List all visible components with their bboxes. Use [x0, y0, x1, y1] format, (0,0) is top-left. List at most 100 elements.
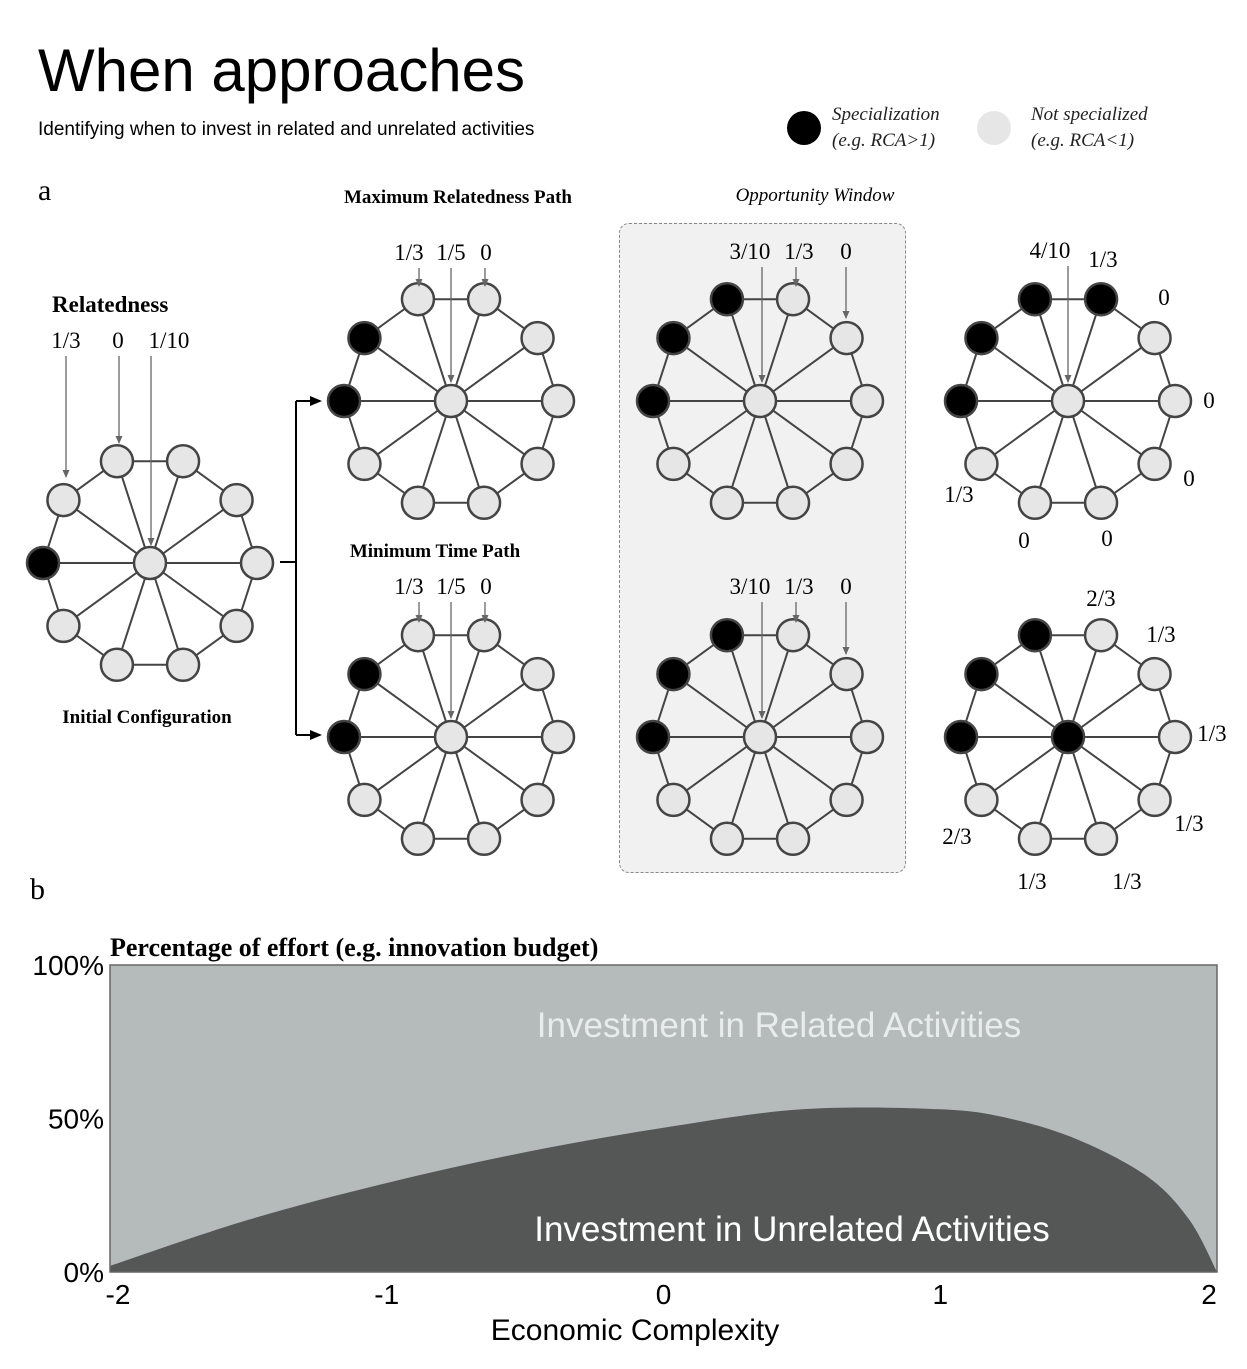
- network-spoke: [149, 562, 238, 627]
- activity-node: [1017, 617, 1053, 653]
- activity-node: [466, 821, 502, 857]
- network-spoke: [1067, 736, 1156, 801]
- network-spoke: [450, 673, 539, 738]
- x-tick-label: 2: [1201, 1279, 1217, 1310]
- max-path-step2-network: [635, 281, 885, 521]
- network-spoke: [1067, 298, 1103, 402]
- specialization-legend-label: Specialization: [832, 104, 940, 125]
- activity-node: [635, 383, 671, 419]
- relatedness-value: 0: [112, 328, 124, 353]
- max-path-step1-network: [326, 281, 576, 521]
- activity-node: [400, 485, 436, 521]
- activity-node: [520, 320, 555, 356]
- not-specialized-legend-label: Not specialized: [1031, 104, 1148, 125]
- network-spoke: [759, 736, 795, 840]
- relatedness-value: 1/3: [1088, 247, 1117, 272]
- chart-title: Percentage of effort (e.g. innovation bu…: [110, 933, 598, 962]
- network-spoke: [149, 460, 185, 564]
- activity-node: [540, 383, 576, 419]
- x-tick-label: -1: [374, 1279, 399, 1310]
- network-spoke: [759, 400, 848, 465]
- x-axis-label: Economic Complexity: [491, 1314, 779, 1347]
- unrelated-area: [110, 1107, 1217, 1272]
- network-spoke: [759, 634, 795, 738]
- activity-node: [1157, 383, 1193, 419]
- activity-node: [1017, 281, 1053, 317]
- activity-node: [165, 443, 201, 479]
- relatedness-value: 0: [1203, 388, 1215, 413]
- activity-node: [347, 446, 382, 482]
- activity-node: [775, 821, 811, 857]
- network-spoke: [450, 298, 486, 402]
- activity-node: [829, 320, 864, 356]
- activity-node: [520, 782, 555, 818]
- activity-node: [1083, 281, 1119, 317]
- activity-node: [466, 485, 502, 521]
- network-spoke: [725, 298, 761, 402]
- network-spoke: [149, 499, 238, 564]
- opportunity-window-label: Opportunity Window: [736, 185, 895, 206]
- network-spoke: [672, 673, 761, 738]
- activity-node: [943, 719, 979, 755]
- min-path-step2-network: [635, 617, 885, 857]
- activity-node: [99, 443, 135, 479]
- network-spoke: [672, 736, 761, 801]
- network-spoke: [759, 673, 848, 738]
- activity-node: [1083, 821, 1119, 857]
- network-spoke: [1033, 634, 1069, 738]
- activity-node: [964, 320, 999, 356]
- not-specialized-legend-sublabel: (e.g. RCA<1): [1031, 130, 1135, 151]
- activity-node: [165, 647, 201, 683]
- relatedness-value: 1/3: [1174, 811, 1203, 836]
- network-spoke: [1067, 736, 1103, 840]
- activity-node: [466, 281, 502, 317]
- relatedness-value: 0: [1183, 466, 1195, 491]
- activity-node: [1137, 446, 1172, 482]
- relatedness-value: 0: [840, 574, 852, 599]
- activity-node: [219, 608, 254, 644]
- activity-node: [326, 719, 362, 755]
- network-spoke: [363, 736, 452, 801]
- activity-node: [520, 446, 555, 482]
- center-activity-node: [1050, 719, 1086, 755]
- network-spoke: [980, 400, 1069, 465]
- network-spoke: [450, 736, 486, 840]
- relatedness-value: 1/5: [436, 240, 465, 265]
- y-tick-label: 50%: [48, 1104, 104, 1135]
- activity-node: [656, 656, 691, 692]
- center-activity-node: [742, 383, 778, 419]
- relatedness-value: 1/3: [1197, 721, 1226, 746]
- activity-node: [1157, 719, 1193, 755]
- activity-node: [520, 656, 555, 692]
- activity-node: [400, 617, 436, 653]
- activity-node: [1137, 782, 1172, 818]
- network-spoke: [1067, 337, 1156, 402]
- activity-node: [219, 482, 254, 518]
- center-activity-node: [742, 719, 778, 755]
- relatedness-value: 1/3: [944, 482, 973, 507]
- max-path-final-network: [943, 281, 1193, 521]
- page-title: When approaches: [38, 37, 525, 104]
- network-spoke: [759, 736, 848, 801]
- network-spoke: [1067, 673, 1156, 738]
- center-activity-node: [433, 383, 469, 419]
- specialization-legend-sublabel: (e.g. RCA>1): [832, 130, 936, 151]
- network-spoke: [416, 400, 452, 504]
- min-path-label: Minimum Time Path: [350, 541, 521, 562]
- min-path-final-network: [943, 617, 1193, 857]
- activity-node: [849, 719, 885, 755]
- network-spoke: [725, 400, 761, 504]
- network-spoke: [759, 337, 848, 402]
- relatedness-value: 1/3: [394, 240, 423, 265]
- activity-node: [709, 821, 745, 857]
- activity-node: [25, 545, 61, 581]
- activity-node: [775, 281, 811, 317]
- relatedness-value: 1/3: [784, 239, 813, 264]
- activity-node: [1083, 485, 1119, 521]
- activity-node: [466, 617, 502, 653]
- network-spoke: [980, 673, 1069, 738]
- activity-node: [656, 320, 691, 356]
- x-tick-label: 0: [656, 1279, 672, 1310]
- x-tick-label: 1: [932, 1279, 948, 1310]
- plot-frame: [109, 964, 1218, 1273]
